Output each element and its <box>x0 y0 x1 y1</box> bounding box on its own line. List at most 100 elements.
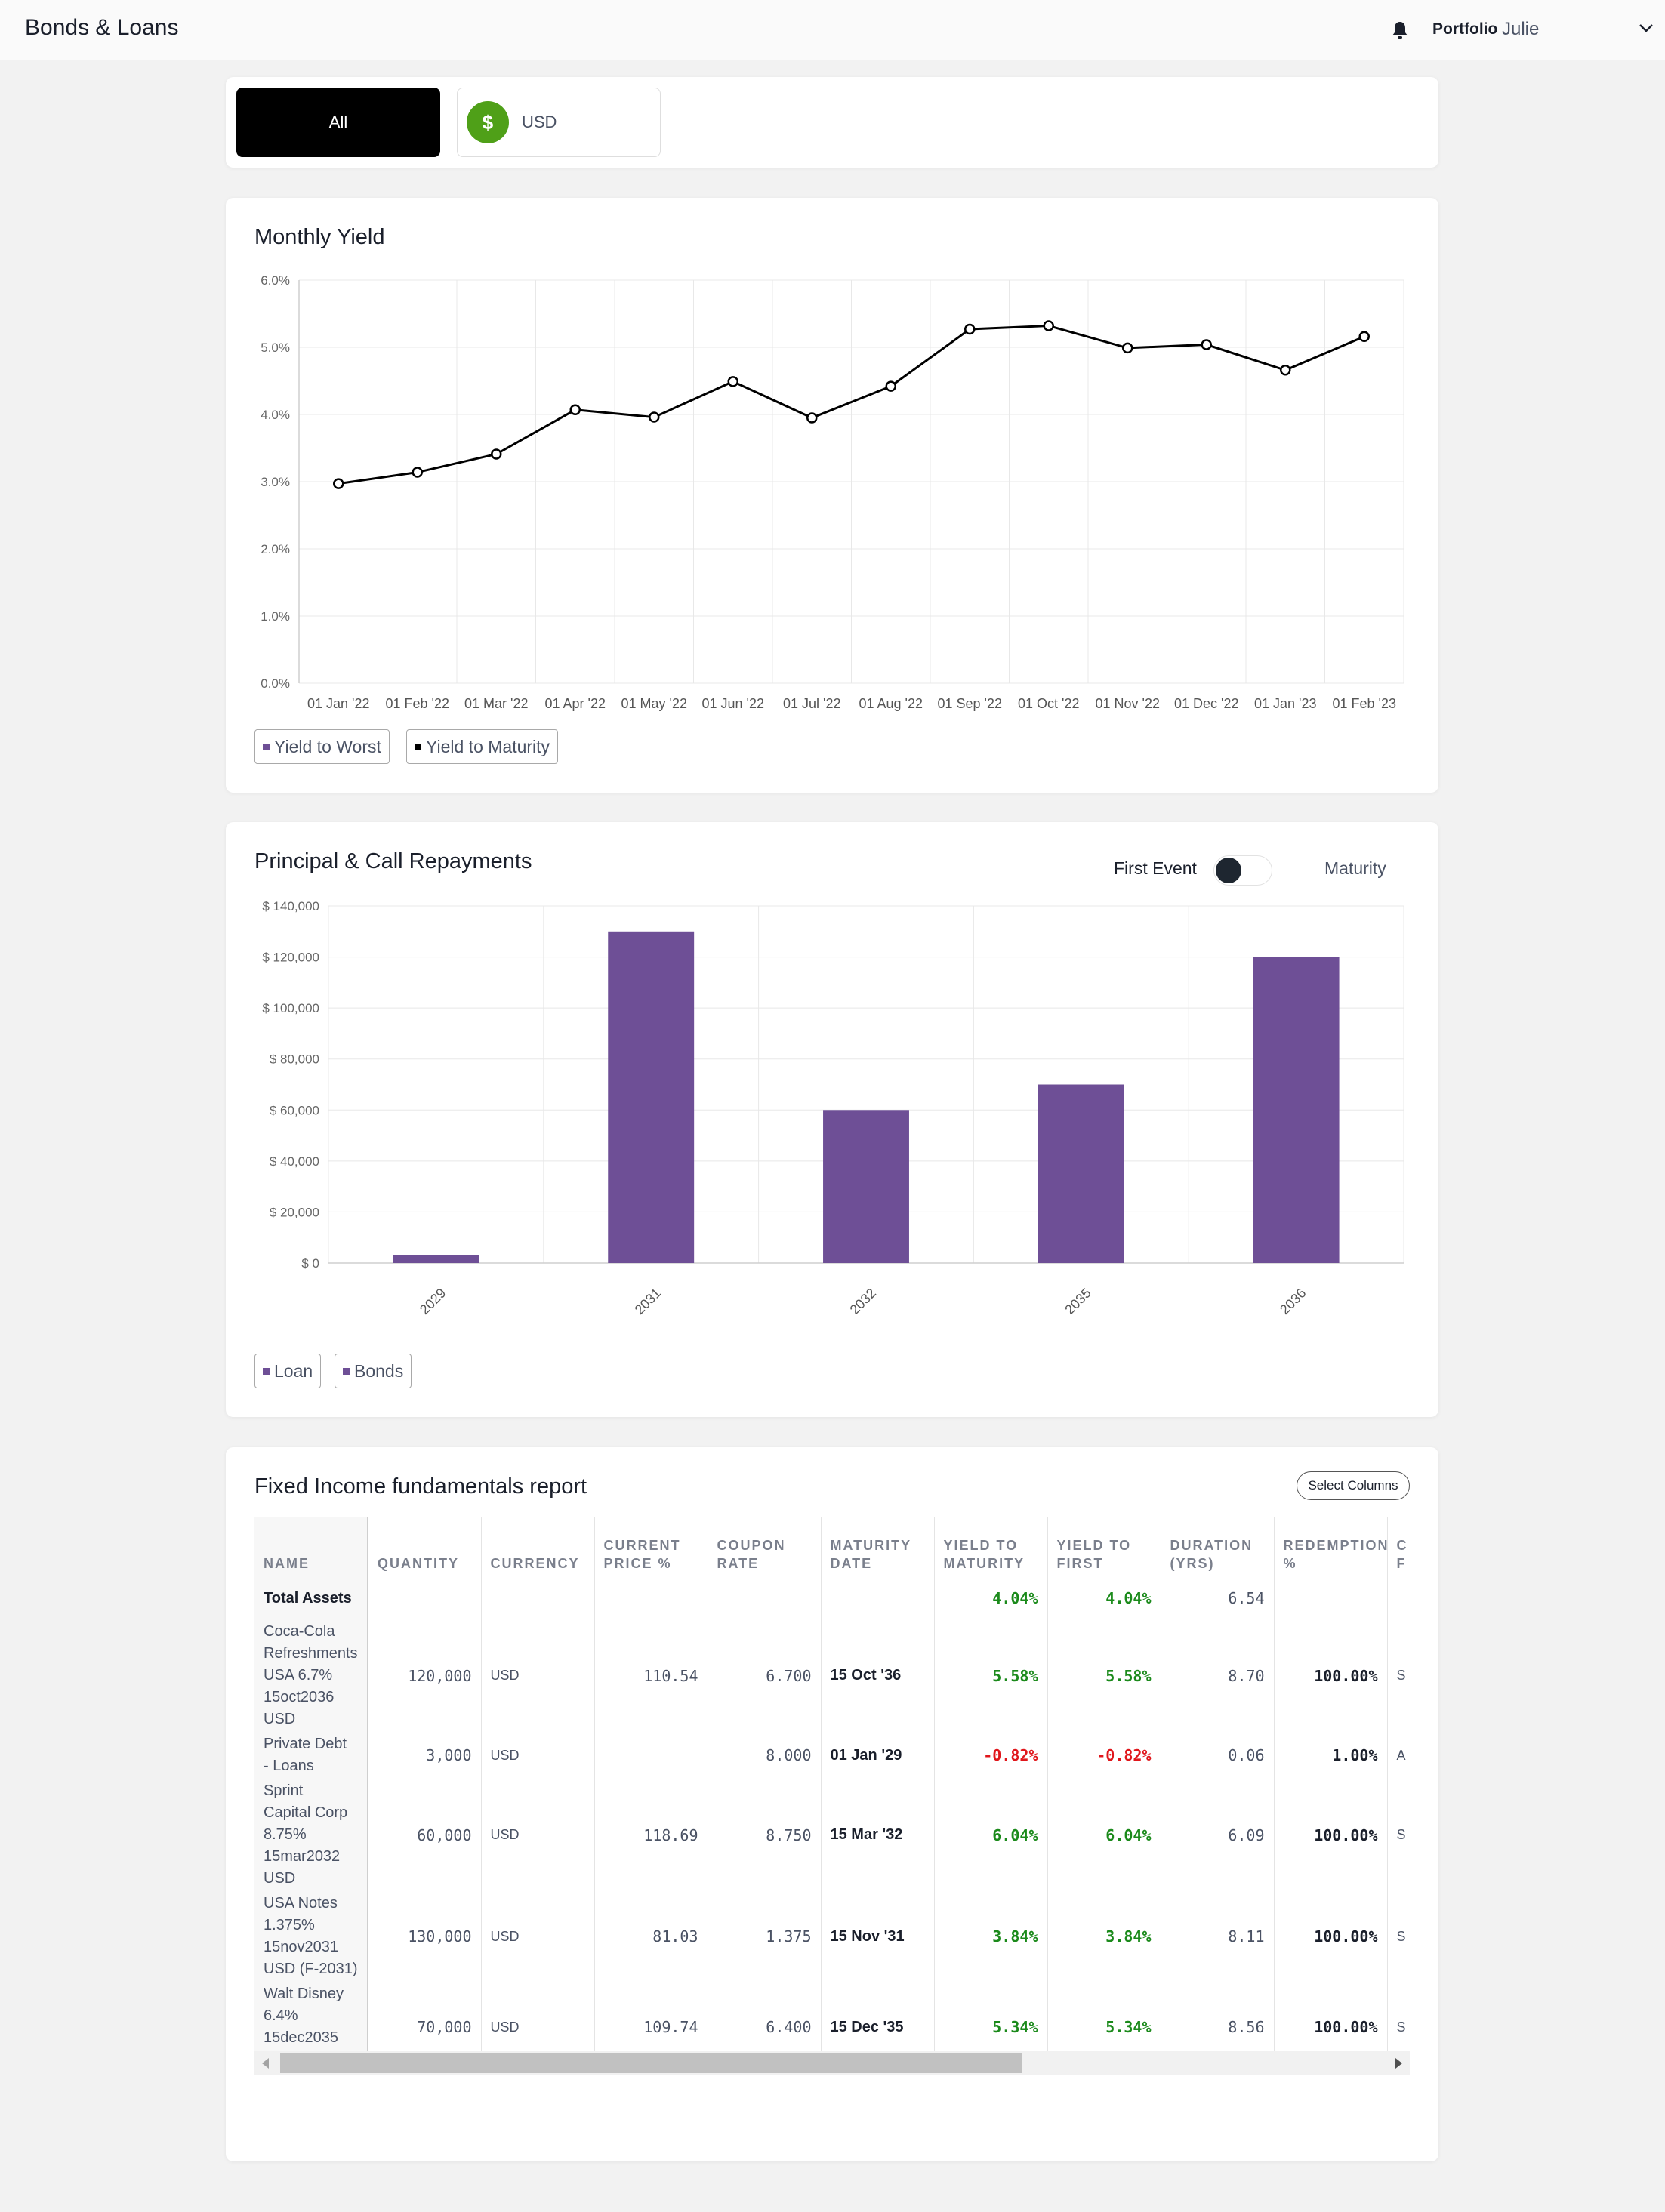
monthly-yield-card: Monthly Yield 0.0% 1.0% 2.0% 3.0% 4.0% 5.0% 6.… <box>226 198 1438 793</box>
y-tick-label: $ 0 <box>301 1256 319 1271</box>
cell-name-line: Capital Corp <box>264 1804 348 1821</box>
y-tick-label: 6.0% <box>261 273 290 288</box>
column-header-line: DATE <box>830 1556 873 1571</box>
column-header-line: PRICE % <box>603 1556 672 1571</box>
cell-redemption: 100.00% <box>1274 1982 1388 2051</box>
column-header[interactable]: NAME <box>254 1517 368 1577</box>
table-row[interactable]: Private Debt - Loans 3,000 USD 8.000 01 Jan '… <box>254 1732 1410 1779</box>
x-tick-label: 01 Apr '22 <box>545 696 606 711</box>
x-tick-label: 01 Feb '22 <box>386 696 450 711</box>
column-header-line: C <box>1396 1538 1408 1553</box>
x-tick-label: 01 Jan '23 <box>1254 696 1317 711</box>
scroll-left-arrow-icon[interactable] <box>262 2058 269 2069</box>
y-tick-label: 3.0% <box>261 475 290 489</box>
legend-swatch <box>415 743 421 750</box>
y-tick-label: $ 120,000 <box>262 950 319 965</box>
column-header-line: NAME <box>264 1556 310 1571</box>
y-tick-label: $ 140,000 <box>262 899 319 913</box>
cell-coupon: 6.700 <box>708 1619 822 1732</box>
cell-quantity: 3,000 <box>368 1732 482 1779</box>
cell-yield-to-first: 5.58% <box>1047 1619 1161 1732</box>
cell-duration: 6.09 <box>1161 1779 1275 1891</box>
cell-name-line: USA 6.7% <box>264 1667 333 1684</box>
first-event-label: First Event <box>1114 858 1197 878</box>
y-tick-label: 5.0% <box>261 340 290 355</box>
x-tick-label: 01 Aug '22 <box>859 696 923 711</box>
column-header-line: COUPON <box>717 1538 786 1553</box>
legend-bonds[interactable]: Bonds <box>335 1354 412 1388</box>
cell-name-line: 15mar2032 <box>264 1848 341 1865</box>
bell-icon[interactable] <box>1392 21 1408 39</box>
cell-duration: 0.06 <box>1161 1732 1275 1779</box>
data-point <box>885 380 896 392</box>
cell-truncated: A <box>1387 1732 1410 1779</box>
table-row[interactable]: Coca-Cola Refreshments USA 6.7% 15oct2036 US… <box>254 1619 1410 1732</box>
x-tick-label: 2029 <box>417 1286 449 1317</box>
cell-currency: USD <box>481 1982 595 2051</box>
usd-currency-button[interactable]: $ USD <box>457 88 661 157</box>
column-header[interactable]: COUPON RATE <box>708 1517 822 1577</box>
table-row[interactable]: Sprint Capital Corp 8.75% 15mar2032 USD 60,00… <box>254 1779 1410 1891</box>
column-header[interactable]: CURRENT PRICE % <box>594 1517 708 1577</box>
cell-name: Total Assets <box>254 1577 368 1619</box>
cell-empty <box>1274 1577 1388 1619</box>
legend-yield-to-worst[interactable]: Yield to Worst <box>254 729 390 764</box>
first-event-maturity-toggle[interactable] <box>1213 855 1272 886</box>
column-header-line: QUANTITY <box>378 1556 459 1571</box>
y-tick-label: 1.0% <box>261 609 290 624</box>
total-row[interactable]: Total Assets 4.04% 4.04% 6.54 <box>254 1577 1410 1619</box>
table-row[interactable]: Walt Disney6.4%15dec2035USD70,000USD109.… <box>254 1982 1410 2051</box>
all-currencies-button[interactable]: All <box>236 88 440 157</box>
fixed-income-report-card: Fixed Income fundamentals report Select … <box>226 1447 1438 2161</box>
column-header-line: FIRST <box>1056 1556 1104 1571</box>
cell-name: Private Debt - Loans <box>254 1732 368 1779</box>
cell-empty <box>368 1577 482 1619</box>
cell-name-line: USA Notes <box>264 1895 338 1912</box>
y-tick-label: $ 40,000 <box>270 1154 319 1169</box>
portfolio-user-select[interactable]: Julie <box>1502 19 1540 39</box>
column-header-line: YIELD TO <box>1056 1538 1132 1553</box>
column-header[interactable]: YIELD TO MATURITY <box>934 1517 1048 1577</box>
column-header[interactable]: REDEMPTION% <box>1274 1517 1388 1577</box>
cell-redemption: 100.00% <box>1274 1619 1388 1732</box>
cell-quantity: 70,000 <box>368 1982 482 2051</box>
cell-redemption: 1.00% <box>1274 1732 1388 1779</box>
column-header[interactable]: YIELD TO FIRST <box>1047 1517 1161 1577</box>
chevron-down-icon[interactable] <box>1639 23 1654 33</box>
column-header[interactable]: MATURITY DATE <box>821 1517 935 1577</box>
data-point <box>649 411 660 423</box>
cell-redemption: 100.00% <box>1274 1891 1388 1982</box>
legend-loan[interactable]: Loan <box>254 1354 322 1388</box>
x-tick-label: 01 Jul '22 <box>783 696 841 711</box>
column-header-line: CURRENT <box>603 1538 681 1553</box>
column-header[interactable]: QUANTITY <box>368 1517 482 1577</box>
monthly-yield-title: Monthly Yield <box>254 225 385 249</box>
scrollbar-thumb[interactable] <box>280 2053 1022 2073</box>
column-header[interactable]: DURATION (YRS) <box>1161 1517 1275 1577</box>
column-header-line: MATURITY <box>943 1556 1025 1571</box>
legend-yield-to-maturity[interactable]: Yield to Maturity <box>406 729 559 764</box>
column-header-line: (YRS) <box>1170 1556 1215 1571</box>
cell-redemption: 100.00% <box>1274 1779 1388 1891</box>
cell-name-line: USD <box>264 1711 296 1727</box>
legend-label: Loan <box>274 1360 313 1381</box>
column-header[interactable]: CURRENCY <box>481 1517 595 1577</box>
cell-yield-to-maturity: 5.58% <box>934 1619 1048 1732</box>
cell-duration: 8.11 <box>1161 1891 1275 1982</box>
cell-yield-to-maturity: 6.04% <box>934 1779 1048 1891</box>
select-columns-button[interactable]: Select Columns <box>1297 1471 1410 1500</box>
cell-currency: USD <box>481 1891 595 1982</box>
app-title: Bonds & Loans <box>25 15 179 40</box>
horizontal-scrollbar[interactable] <box>254 2051 1410 2075</box>
cell-yield-to-first: 4.04% <box>1047 1577 1161 1619</box>
repayments-card: Principal & Call Repayments First Event … <box>226 822 1438 1417</box>
cell-yield-to-first: 5.34% <box>1047 1982 1161 2051</box>
data-point <box>1043 320 1054 331</box>
cell-currency: USD <box>481 1779 595 1891</box>
scroll-right-arrow-icon[interactable] <box>1395 2058 1402 2069</box>
cell-price: 118.69 <box>594 1779 708 1891</box>
table-row[interactable]: USA Notes 1.375% 15nov2031 USD (F-2031) 130,… <box>254 1891 1410 1982</box>
cell-duration: 6.54 <box>1161 1577 1275 1619</box>
cell-quantity: 130,000 <box>368 1891 482 1982</box>
